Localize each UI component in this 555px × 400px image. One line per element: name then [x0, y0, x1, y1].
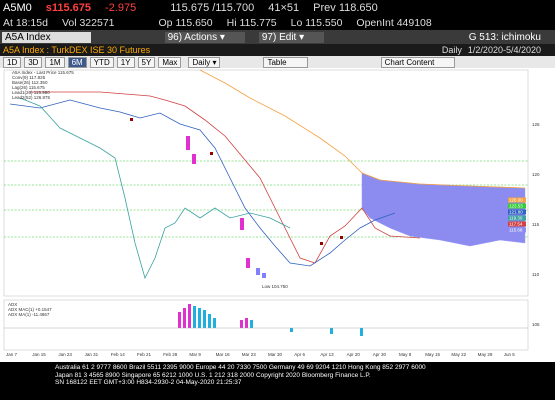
time: At 18:15d	[3, 17, 48, 29]
range-button[interactable]: 1D	[3, 56, 22, 68]
low: Lo 115.550	[290, 17, 343, 29]
macd-legend-entry: ADX MAC(1) +0.1547	[8, 307, 52, 312]
lagging-line	[19, 97, 291, 280]
last-price: s115.675	[45, 2, 92, 14]
stats-line: At 18:15d Vol 322571 Op 115.650 Hi 115.7…	[0, 16, 555, 30]
macd-bars	[4, 304, 528, 336]
price-label: 117.54	[509, 222, 523, 227]
footer: Australia 61 2 9777 8600 Brazil 5511 239…	[55, 364, 555, 387]
lead-line	[199, 69, 526, 189]
actions-menu[interactable]: 96) Actions ▾	[164, 31, 245, 43]
footer-line: Japan 81 3 4565 8900 Singapore 65 6212 1…	[55, 371, 371, 379]
y-axis-label: 110	[532, 272, 540, 277]
function-name: G 513: ichimoku	[468, 31, 541, 43]
security-name: A5A Index : TurkDEX ISE 30 Futures	[3, 45, 151, 55]
edit-menu[interactable]: 97) Edit ▾	[258, 31, 325, 43]
price-tag	[508, 203, 526, 209]
x-axis-label: Mar 30	[268, 352, 283, 357]
period: Daily	[441, 45, 462, 55]
x-axis-label: Mar 9	[189, 352, 201, 357]
price-label: 119.30	[509, 216, 523, 221]
y-axis-label: 120	[532, 172, 540, 177]
legend-entry: Lead1(26) 115.980	[12, 90, 50, 95]
x-axis-label: May 22	[451, 352, 466, 357]
x-axis-label: Feb 28	[163, 352, 178, 357]
x-axis-label: May 8	[399, 352, 412, 357]
footer-line: SN 168122 EET GMT+3:00 H834-2930-2 04-Ma…	[55, 379, 242, 386]
price-label: 115.68	[509, 228, 523, 233]
open-interest: OpenInt 449108	[356, 17, 432, 29]
x-axis-label: Jun 5	[504, 352, 516, 357]
x-axis-label: Jan 7	[6, 352, 18, 357]
range-button[interactable]: YTD	[89, 56, 114, 68]
open: Op 115.650	[158, 17, 213, 29]
candles	[130, 118, 343, 278]
range-buttons: 1D 3D 1M 6M YTD 1Y 5Y Max	[3, 56, 184, 68]
security-field[interactable]: A5A Index	[2, 31, 91, 43]
price-label: 123.53	[509, 204, 523, 209]
command-bar: A5A Index 96) Actions ▾ 97) Edit ▾ G 513…	[0, 30, 555, 44]
price-tag	[508, 215, 526, 221]
size: 41×51	[268, 2, 300, 14]
x-axis-label: Mar 16	[216, 352, 231, 357]
frequency-select[interactable]: Daily ▾	[188, 56, 221, 68]
range-button[interactable]: 3D	[24, 56, 43, 68]
x-axis-label: May 15	[425, 352, 440, 357]
legend-entry: Lead2(52) 126.875	[12, 95, 51, 100]
ticker: A5M0	[3, 2, 32, 14]
legend-entry: A5A Index - Last Price 115.675	[12, 70, 74, 75]
range-button[interactable]: Max	[158, 56, 182, 68]
price-label: 126.00	[509, 198, 523, 203]
x-axis-label: Apr 30	[373, 352, 387, 357]
price-tag	[508, 209, 526, 215]
chart-content-button[interactable]: Chart Content	[380, 56, 456, 68]
legend-entry: Base(26) 112.350	[12, 80, 48, 85]
change: -2.975	[105, 2, 137, 14]
volume: Vol 322571	[61, 17, 115, 29]
high: Hi 115.775	[226, 17, 277, 29]
price-panel	[3, 69, 529, 297]
table-button[interactable]: Table	[263, 56, 308, 68]
date-range: 1/2/2020-5/4/2020	[467, 45, 541, 55]
x-axis-label: Jan 15	[32, 352, 46, 357]
x-axis-label: Feb 21	[137, 352, 152, 357]
x-axis-label: Mar 23	[242, 352, 257, 357]
quote-line: A5M0 s115.675 -2.975 115.675 /115.700 41…	[0, 0, 555, 16]
legend-entry: Lag(26) 115.675	[12, 85, 45, 90]
range-button[interactable]: 1Y	[116, 56, 135, 68]
x-axis-label: Apr 6	[294, 352, 305, 357]
legend-entry: Conv(9) 117.825	[12, 75, 46, 80]
price-tag	[508, 221, 526, 227]
prev: Prev 118.650	[313, 2, 378, 14]
y-axis-label: 125	[532, 122, 540, 127]
range-button[interactable]: 5Y	[137, 56, 156, 68]
price-label: 121.80	[509, 210, 523, 215]
conversion-line	[9, 99, 396, 267]
x-axis-label: Feb 14	[111, 352, 126, 357]
y-axis-label: 105	[532, 322, 540, 327]
range-button[interactable]: 1M	[45, 56, 65, 68]
title-bar: A5A Index : TurkDEX ISE 30 Futures Daily…	[0, 44, 555, 56]
base-line	[30, 91, 421, 264]
low-label: Low 104.750	[262, 284, 288, 289]
macd-legend-entry: ADX	[8, 302, 17, 307]
macd-panel	[3, 299, 529, 351]
y-axis-label: 115	[532, 222, 540, 227]
x-axis-label: May 29	[478, 352, 493, 357]
price-tag	[508, 227, 526, 233]
x-axis-label: Apr 13	[320, 352, 334, 357]
price-tag	[508, 197, 526, 203]
range-button[interactable]: 6M	[67, 56, 87, 68]
footer-line: Australia 61 2 9777 8600 Brazil 5511 239…	[55, 364, 426, 371]
x-axis-label: Jan 23	[58, 352, 72, 357]
macd-legend-entry: ADX MA(1) -11.4867	[8, 312, 50, 317]
bid-ask: 115.675 /115.700	[170, 2, 255, 14]
x-axis-label: Jan 31	[85, 352, 99, 357]
x-axis-label: Apr 20	[347, 352, 361, 357]
toolbar: 1D 3D 1M 6M YTD 1Y 5Y Max Daily ▾ Table Chart C…	[0, 56, 555, 68]
